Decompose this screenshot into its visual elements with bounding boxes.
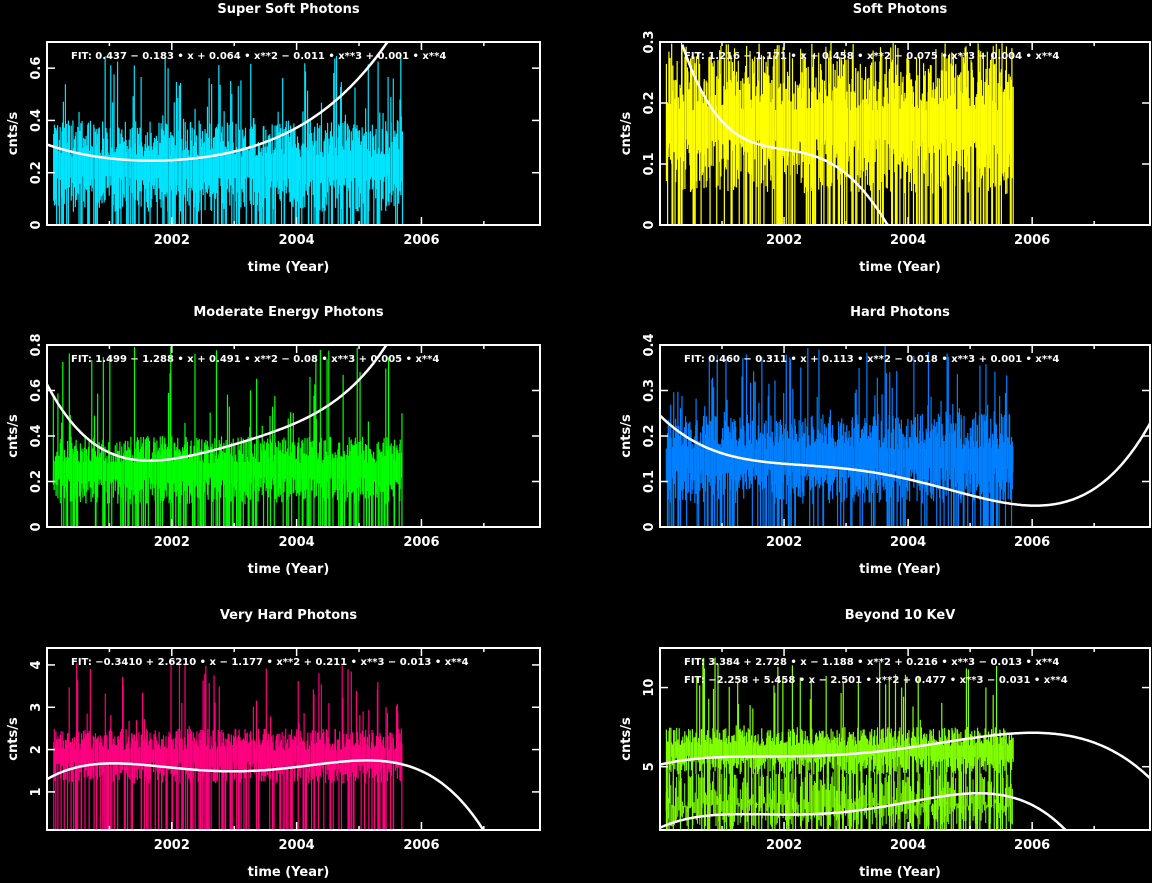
fit-label: FIT: 0.437 − 0.183 • x + 0.064 • x**2 − …	[71, 51, 446, 62]
y-tick-label: 0.6	[29, 57, 44, 80]
y-tick-label: 0.1	[642, 152, 657, 175]
y-tick-label: 0.4	[29, 109, 44, 132]
x-tick-label: 2006	[1014, 535, 1050, 550]
fit-label: FIT: 1.216 − 1.171 • x + 0.458 • x**2 − …	[684, 51, 1059, 62]
y-axis-label: cnts/s	[619, 717, 634, 761]
x-tick-label: 2004	[890, 233, 926, 248]
fit-label: FIT: 3.384 + 2.728 • x − 1.188 • x**2 + …	[684, 657, 1059, 668]
plot-frame	[659, 41, 1151, 226]
y-tick-label: 0.6	[29, 379, 44, 402]
y-tick-label: 0	[642, 522, 657, 531]
panel-title: Very Hard Photons	[220, 608, 358, 623]
x-tick-label: 2002	[154, 535, 190, 550]
x-axis-label: time (Year)	[859, 260, 941, 275]
y-tick-label: 0.2	[642, 424, 657, 447]
data-points	[665, 42, 1014, 227]
x-tick-label: 2006	[403, 233, 439, 248]
y-tick-label: 1	[29, 787, 44, 796]
x-tick-label: 2002	[154, 838, 190, 853]
x-tick-label: 2002	[154, 233, 190, 248]
y-tick-label: 4	[29, 660, 44, 669]
x-tick-label: 2006	[403, 838, 439, 853]
fit-curve-1	[659, 731, 1151, 780]
x-tick-label: 2002	[766, 535, 802, 550]
fit-curve-1	[659, 414, 1152, 507]
x-axis-label: time (Year)	[248, 260, 330, 275]
data-points	[659, 657, 1151, 831]
x-tick-label: 2004	[279, 838, 315, 853]
panel-1: FIT: 0.437 − 0.183 • x + 0.064 • x**2 − …	[6, 2, 541, 275]
panel-title: Beyond 10 KeV	[845, 608, 956, 623]
y-axis-label: cnts/s	[6, 112, 21, 156]
y-tick-label: 5	[642, 762, 657, 771]
y-axis-label: cnts/s	[6, 717, 21, 761]
x-tick-label: 2006	[403, 535, 439, 550]
panel-title: Hard Photons	[850, 305, 950, 320]
x-axis-label: time (Year)	[859, 865, 941, 880]
y-axis-label: cnts/s	[619, 112, 634, 156]
y-tick-label: 0	[29, 522, 44, 531]
y-tick-label: 0.2	[29, 161, 44, 184]
panel-2: FIT: 1.216 − 1.171 • x + 0.458 • x**2 − …	[619, 2, 1151, 275]
fit-label: FIT: −0.3410 + 2.6210 • x − 1.177 • x**2…	[71, 657, 469, 668]
x-tick-label: 2004	[279, 535, 315, 550]
panel-4: FIT: 0.460 − 0.311 • x + 0.113 • x**2 − …	[619, 305, 1152, 577]
y-tick-label: 0.8	[29, 333, 44, 356]
x-axis-label: time (Year)	[859, 562, 941, 577]
panel-3: FIT: 1.499 − 1.288 • x + 0.491 • x**2 − …	[6, 305, 541, 577]
x-axis-label: time (Year)	[248, 562, 330, 577]
x-tick-label: 2006	[1014, 838, 1050, 853]
y-axis-label: cnts/s	[6, 414, 21, 458]
x-tick-label: 2002	[766, 233, 802, 248]
x-tick-label: 2004	[890, 535, 926, 550]
y-tick-label: 0.4	[642, 333, 657, 356]
panel-title: Super Soft Photons	[217, 2, 359, 17]
plot-frame	[659, 647, 1151, 831]
data-points	[46, 662, 485, 831]
fit-curve-1	[46, 41, 389, 162]
y-tick-label: 0	[29, 220, 44, 229]
fit-label: FIT: 0.460 − 0.311 • x + 0.113 • x**2 − …	[684, 354, 1059, 365]
panel-6: FIT: 3.384 + 2.728 • x − 1.188 • x**2 + …	[619, 608, 1151, 880]
y-tick-label: 0.2	[642, 91, 657, 114]
y-tick-label: 2	[29, 745, 44, 754]
plot-frame	[46, 647, 541, 831]
x-tick-label: 2002	[766, 838, 802, 853]
y-tick-label: 3	[29, 703, 44, 712]
x-tick-label: 2004	[279, 233, 315, 248]
plot-frame	[46, 41, 541, 226]
y-tick-label: 0.1	[642, 470, 657, 493]
x-axis-label: time (Year)	[248, 865, 330, 880]
fit-label: FIT: −2.258 + 5.458 • x − 2.501 • x**2 +…	[684, 675, 1068, 686]
x-tick-label: 2006	[1014, 233, 1050, 248]
fit-curve-1	[681, 44, 890, 227]
y-tick-label: 0.4	[29, 424, 44, 447]
y-tick-label: 0	[642, 220, 657, 229]
panel-title: Moderate Energy Photons	[193, 305, 384, 320]
data-points	[46, 41, 404, 225]
y-tick-label: 0.3	[642, 379, 657, 402]
fit-curve-1	[45, 344, 388, 462]
y-tick-label: 0.2	[29, 470, 44, 493]
fit-label: FIT: 1.499 − 1.288 • x + 0.491 • x**2 − …	[71, 354, 439, 365]
x-tick-label: 2004	[890, 838, 926, 853]
y-axis-label: cnts/s	[619, 414, 634, 458]
y-tick-label: 10	[642, 679, 657, 697]
fit-curve-2	[659, 791, 1067, 831]
y-tick-label: 0.3	[642, 30, 657, 53]
data-points	[45, 344, 403, 527]
fit-curve-1	[46, 759, 485, 831]
panel-5: FIT: −0.3410 + 2.6210 • x − 1.177 • x**2…	[6, 608, 541, 880]
panel-title: Soft Photons	[853, 2, 948, 17]
data-points	[659, 345, 1152, 527]
